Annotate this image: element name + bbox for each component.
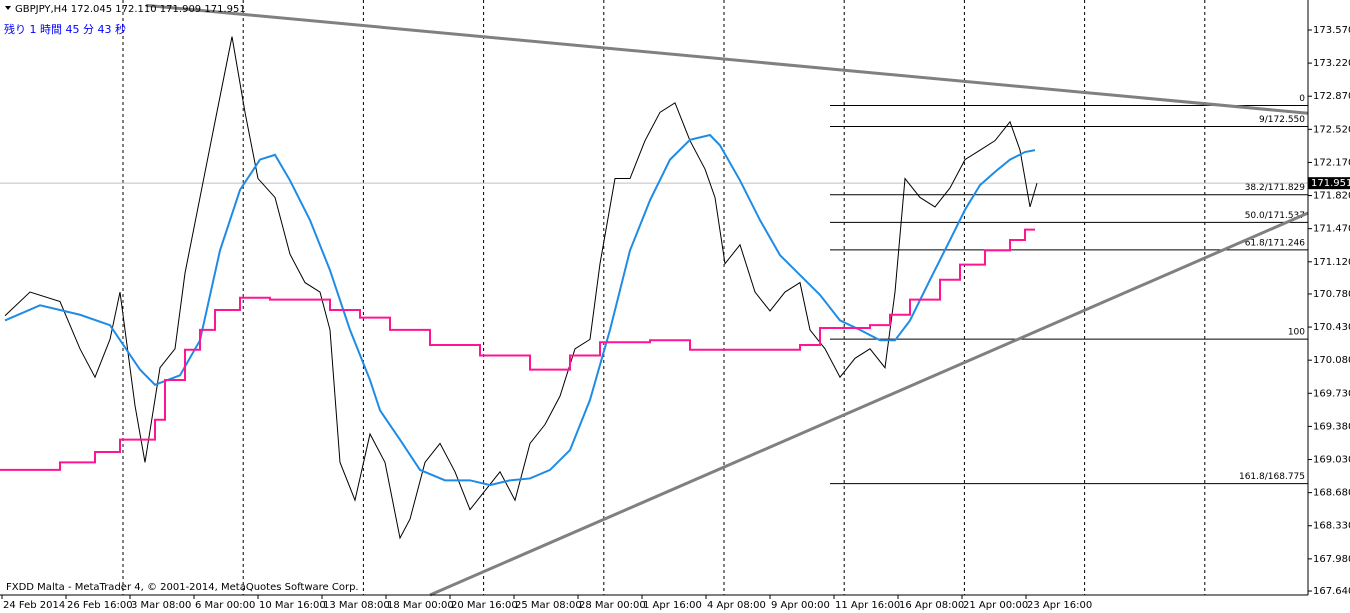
y-tick-label: 170.780 (1313, 289, 1350, 300)
y-tick-label: 173.570 (1313, 25, 1350, 36)
x-tick-label: 3 Mar 08:00 (131, 600, 191, 611)
y-tick-label: 169.380 (1313, 421, 1350, 432)
fib-label: 61.8/171.246 (1245, 238, 1306, 248)
x-tick-label: 21 Apr 00:00 (963, 600, 1028, 611)
y-tick-label: 171.470 (1313, 224, 1350, 235)
price-line (4, 133, 1036, 487)
y-tick-label: 167.640 (1313, 586, 1350, 597)
y-tick-label: 172.520 (1313, 124, 1350, 135)
x-tick-label: 1 Apr 16:00 (643, 600, 702, 611)
x-tick-label: 25 Mar 08:00 (515, 600, 582, 611)
trendline (145, 3, 1309, 115)
current-price-label: 171.951 (1311, 178, 1350, 189)
x-tick-label: 9 Apr 00:00 (771, 600, 830, 611)
current-price-box (1308, 177, 1350, 190)
x-tick-label: 11 Apr 16:00 (835, 600, 900, 611)
x-tick-label: 20 Mar 16:00 (451, 600, 518, 611)
footer: FXDD Malta - MetaTrader 4, © 2001-2014, … (6, 582, 359, 593)
x-tick-label: 23 Apr 16:00 (1027, 600, 1092, 611)
x-tick-label: 18 Mar 00:00 (387, 600, 454, 611)
fib-label: 38.2/171.829 (1245, 183, 1306, 193)
y-tick-label: 172.170 (1313, 157, 1350, 168)
fib-label: 100 (1288, 328, 1305, 338)
y-tick-label: 171.820 (1313, 191, 1350, 202)
x-tick-label: 28 Mar 00:00 (579, 600, 646, 611)
x-tick-label: 4 Apr 08:00 (707, 600, 766, 611)
x-tick-label: 13 Mar 08:00 (323, 600, 390, 611)
price-line (4, 36, 1038, 540)
y-tick-label: 172.870 (1313, 91, 1350, 102)
trendline (429, 211, 1309, 597)
y-tick-label: 173.220 (1313, 58, 1350, 69)
fib-label: 161.8/168.775 (1239, 472, 1305, 482)
fib-label: 9/172.550 (1259, 115, 1305, 125)
countdown: 残り 1 時間 45 分 43 秒 (4, 22, 126, 36)
x-tick-label: 26 Feb 16:00 (67, 600, 133, 611)
y-tick-label: 169.030 (1313, 455, 1350, 466)
step-line (0, 228, 1035, 471)
y-tick-label: 170.080 (1313, 355, 1350, 366)
y-tick-label: 171.120 (1313, 257, 1350, 268)
y-tick-label: 169.730 (1313, 388, 1350, 399)
symbol-header: GBPJPY,H4 172.045 172.110 171.909 171.95… (15, 4, 246, 15)
fib-label: 0 (1299, 94, 1305, 104)
x-tick-label: 24 Feb 2014 (3, 600, 65, 611)
y-tick-label: 168.330 (1313, 521, 1350, 532)
menu-arrow[interactable] (5, 6, 11, 10)
y-tick-label: 167.980 (1313, 554, 1350, 565)
x-tick-label: 10 Mar 16:00 (259, 600, 326, 611)
plot-area: 0 9/172.550 38.2/171.829 50.0/171.537 61.8/1… (0, 0, 1309, 597)
fib-label: 50.0/171.537 (1245, 211, 1305, 221)
y-tick-label: 168.680 (1313, 488, 1350, 499)
x-tick-label: 16 Apr 08:00 (899, 600, 964, 611)
y-tick-label: 170.430 (1313, 322, 1350, 333)
x-tick-label: 6 Mar 00:00 (195, 600, 255, 611)
